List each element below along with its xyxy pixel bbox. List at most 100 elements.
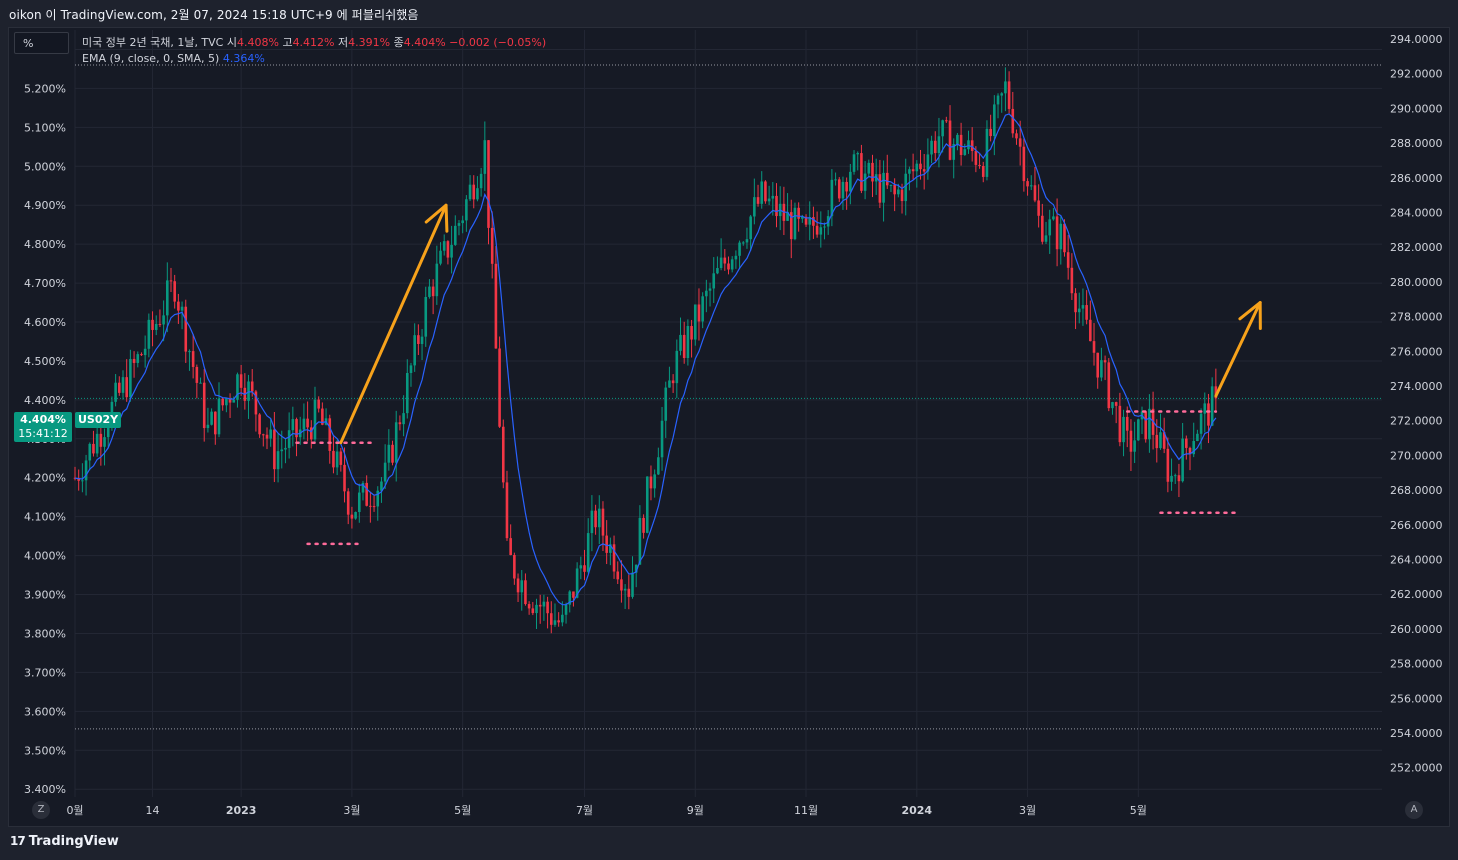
left-axis-tick-label: 5.200% [24, 82, 66, 95]
right-axis-tick-label: 286.0000 [1390, 172, 1443, 185]
candle-body [664, 387, 668, 421]
candle-body [889, 184, 893, 186]
candle-body [1185, 438, 1188, 448]
candle-body [250, 381, 254, 392]
trend-arrow-head [1238, 301, 1262, 331]
candle-body [753, 197, 756, 217]
candle-body [501, 426, 505, 483]
candle-body [1148, 408, 1151, 440]
candle-body [184, 306, 188, 352]
candle-body [645, 476, 649, 533]
candle-body [154, 323, 158, 330]
candle-body [435, 263, 439, 297]
candle-body [114, 382, 117, 402]
candle-body [372, 506, 376, 508]
symbol-tag: US02Y [75, 412, 122, 428]
left-axis-tick-label: 4.700% [24, 277, 66, 290]
candle-body [92, 443, 95, 454]
candle-body [1077, 308, 1081, 313]
candle-body [612, 544, 616, 572]
candle-body [490, 227, 494, 264]
candle-body [225, 399, 228, 406]
candle-body [140, 354, 143, 356]
candle-body [1022, 146, 1026, 182]
time-axis-label: 0월 [66, 804, 83, 817]
candle-body [217, 398, 221, 435]
time-axis[interactable]: 0월 14 2023 3월 5월 7월 9월 11월 2024 3월 5월 [66, 804, 1146, 817]
left-axis-tick-label: 3.900% [24, 589, 66, 602]
candle-body [332, 450, 335, 468]
right-axis-tick-label: 276.0000 [1390, 345, 1443, 358]
candle-body [1044, 235, 1048, 242]
candle-body [1000, 93, 1004, 96]
time-axis-label: 2024 [901, 804, 932, 817]
candle-body [254, 391, 258, 415]
candle-body [487, 140, 490, 228]
candle-body [431, 286, 435, 297]
low-label: 저 [338, 36, 349, 49]
candle-body [978, 164, 981, 167]
candle-body [77, 478, 80, 481]
candle-body [642, 517, 645, 533]
candle-body [287, 430, 291, 448]
candle-body [557, 620, 560, 623]
low-value: 4.391% [348, 36, 391, 49]
candle-body [195, 366, 199, 383]
candle-body [81, 480, 84, 482]
candle-body [1052, 216, 1055, 220]
candle-body [1070, 267, 1074, 294]
candle-body [306, 418, 309, 428]
candle-body [202, 382, 206, 429]
candle-body [1181, 438, 1184, 482]
left-axis-tick-label: 3.800% [24, 627, 66, 640]
candle-body [129, 358, 132, 398]
candle-body [860, 153, 863, 191]
candle-body [837, 179, 841, 199]
scale-mode-box[interactable]: % [14, 32, 69, 54]
candle-body [335, 451, 339, 468]
candle-body [1107, 362, 1111, 409]
candle-body [1055, 216, 1059, 250]
left-axis-tick-label: 5.000% [24, 160, 66, 173]
auto-scale-button[interactable]: A [1405, 801, 1423, 819]
candle-body [106, 427, 110, 438]
candle-body [394, 422, 398, 463]
candle-body [786, 212, 789, 221]
candle-body [1089, 319, 1092, 342]
candle-body [339, 451, 343, 465]
left-axis-tick-label: 4.500% [24, 355, 66, 368]
candle-body [1059, 223, 1063, 250]
open-value: 4.408% [236, 36, 279, 49]
candle-body [413, 335, 416, 366]
candle-body [103, 437, 106, 447]
left-axis-tick-label: 4.000% [24, 550, 66, 563]
candle-body [1026, 181, 1029, 187]
candle-body [922, 169, 926, 172]
candle-body [734, 255, 738, 260]
candle-body [405, 373, 409, 414]
candle-body [439, 250, 442, 264]
publish-info: oikon 이 TradingView.com, 2월 07, 2024 15:… [9, 8, 419, 22]
candle-body [376, 490, 380, 507]
candle-body [993, 104, 996, 137]
candle-body [686, 326, 690, 359]
right-axis-tick-label: 264.0000 [1390, 554, 1443, 567]
candle-body [498, 348, 501, 427]
high-value: 4.412% [292, 36, 335, 49]
candle-body [1066, 252, 1070, 268]
zoom-button[interactable]: Z [32, 801, 50, 819]
candle-body [804, 216, 808, 225]
candle-body [956, 134, 959, 145]
right-axis-tick-label: 290.0000 [1390, 102, 1443, 115]
candle-body [915, 163, 919, 172]
candle-body [812, 217, 815, 226]
candle-body [354, 512, 357, 519]
right-price-axis[interactable]: 294.0000 292.0000 290.0000 288.0000 286.0000… [1390, 33, 1443, 775]
candle-body [679, 334, 682, 351]
candle-body [177, 301, 180, 311]
chart-area[interactable] [8, 27, 1450, 827]
left-axis-tick-label: 4.600% [24, 316, 66, 329]
candle-body [849, 171, 852, 192]
candle-body [428, 286, 431, 297]
